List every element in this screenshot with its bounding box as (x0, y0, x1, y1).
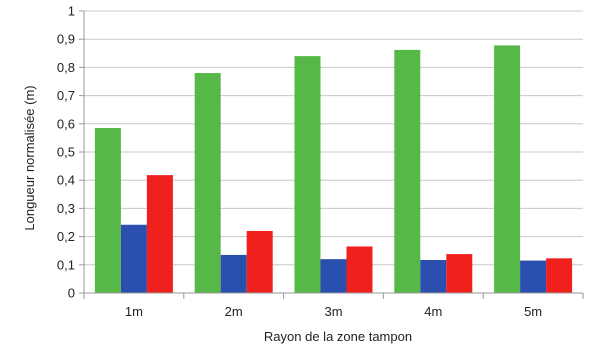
y-tick-label: 0,5 (57, 145, 75, 160)
bars (94, 45, 573, 294)
bar-4m-2 (420, 260, 447, 293)
x-tick-label: 2m (225, 304, 243, 319)
x-tick-label: 5m (524, 304, 542, 319)
y-tick-label: 0,7 (57, 88, 75, 103)
y-tick-label: 1 (68, 4, 75, 19)
y-tick-label: 0,2 (57, 229, 75, 244)
bar-2m-1 (194, 73, 221, 293)
x-tick-label: 4m (424, 304, 442, 319)
x-tick-label: 1m (125, 304, 143, 319)
bar-3m-3 (346, 246, 373, 293)
bar-4m-1 (394, 49, 421, 293)
y-axis-label: Longueur normalisée (m) (22, 85, 37, 230)
bar-5m-2 (520, 260, 547, 293)
x-axis-label: Rayon de la zone tampon (264, 329, 412, 344)
y-tick-labels: 0 0,1 0,2 0,3 0,4 0,5 0,6 0,7 0,8 0,9 1 (57, 4, 75, 301)
y-tick-label: 0,8 (57, 60, 75, 75)
bar-5m-3 (546, 258, 573, 293)
y-tick-label: 0,6 (57, 116, 75, 131)
x-tick-labels: 1m 2m 3m 4m 5m (125, 304, 542, 319)
bar-3m-2 (320, 259, 347, 293)
y-tick-label: 0,3 (57, 201, 75, 216)
y-tick-label: 0,1 (57, 257, 75, 272)
bar-2m-3 (246, 230, 273, 293)
bar-1m-2 (120, 224, 147, 293)
bar-4m-3 (446, 254, 473, 293)
y-tick-label: 0,9 (57, 32, 75, 47)
y-tick-label: 0,4 (57, 173, 75, 188)
bar-1m-3 (146, 175, 173, 293)
bar-1m-1 (94, 128, 121, 293)
axes (79, 10, 584, 299)
bar-3m-1 (294, 56, 321, 294)
bar-5m-1 (494, 45, 521, 294)
bar-2m-2 (220, 254, 247, 293)
x-tick-label: 3m (324, 304, 342, 319)
y-tick-label: 0 (68, 286, 75, 301)
